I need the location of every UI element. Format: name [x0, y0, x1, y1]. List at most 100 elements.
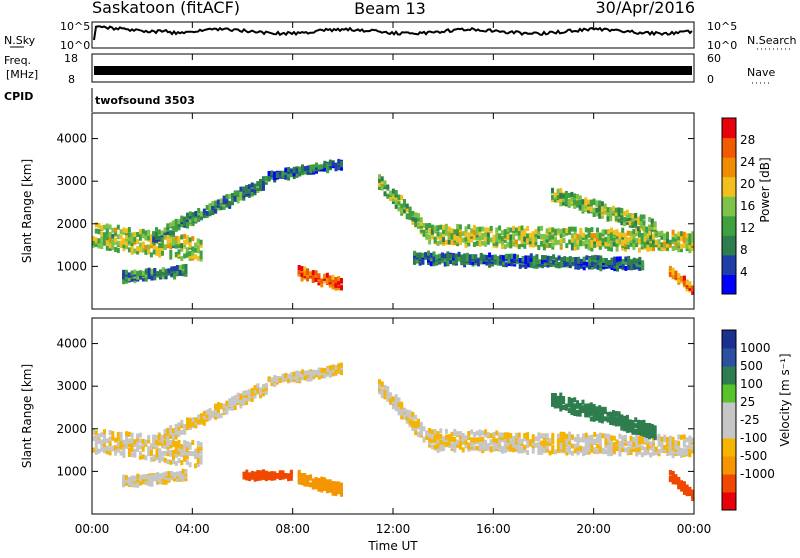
power-cell-7 — [485, 255, 488, 260]
power-cell-6 — [456, 237, 459, 242]
power-cell-6 — [604, 241, 607, 246]
velocity-cell-7 — [431, 434, 434, 439]
velocity-cell-0 — [186, 447, 189, 452]
velocity-cell-0 — [95, 430, 98, 435]
noise-tick-right-bottom: 10^0 — [707, 39, 737, 52]
velocity-cell-5 — [306, 475, 309, 480]
noise-tick-left-top: 10^5 — [60, 20, 90, 33]
power-cell-0 — [200, 251, 203, 256]
power-cell-2 — [304, 166, 307, 171]
power-cell-6 — [504, 244, 507, 249]
velocity-cell-1 — [206, 410, 209, 415]
power-cell-6 — [515, 228, 518, 233]
velocity-cell-0 — [200, 460, 203, 465]
velocity-cell-0 — [139, 451, 142, 456]
velocity-cell-7 — [641, 445, 644, 450]
power-cell-6 — [652, 234, 655, 239]
velocity-cell-1 — [220, 403, 223, 408]
velocity-cell-3 — [148, 475, 151, 480]
power-cell-6 — [613, 230, 616, 235]
velocity-cell-7 — [596, 449, 599, 454]
velocity-cell-8 — [629, 419, 632, 424]
velocity-cell-7 — [462, 447, 465, 452]
velocity-cell-5 — [340, 483, 343, 488]
power-cell-4 — [298, 265, 301, 270]
velocity-cell-2 — [270, 378, 273, 383]
velocity-cell-7 — [571, 434, 574, 439]
power-cell-1 — [152, 231, 155, 236]
velocity-cell-7 — [428, 433, 431, 438]
power-cell-6 — [518, 244, 521, 249]
velocity-cell-0 — [142, 439, 145, 444]
velocity-cell-7 — [512, 436, 515, 441]
velocity-cell-7 — [658, 449, 661, 454]
power-cell-1 — [155, 227, 158, 232]
power-cell-6 — [445, 231, 448, 236]
velocity-cell-8 — [587, 413, 590, 418]
power-cell-6 — [479, 227, 482, 232]
power-cell-6 — [479, 240, 482, 245]
power-cell-6 — [437, 231, 440, 236]
power-cell-1 — [189, 211, 192, 216]
velocity-cell-4 — [248, 473, 251, 478]
power-cell-8 — [559, 201, 562, 206]
power-cell-0 — [147, 245, 150, 250]
power-cell-0 — [142, 242, 145, 247]
velocity-cell-7 — [549, 450, 552, 455]
power-cell-4 — [312, 270, 315, 275]
power-cell-0 — [161, 243, 164, 248]
velocity-cell-8 — [618, 418, 621, 423]
power-cell-1 — [251, 183, 254, 188]
velocity-cell-7 — [593, 432, 596, 437]
power-cell-6 — [428, 234, 431, 239]
power-cell-8 — [576, 194, 579, 199]
power-cell-3 — [148, 268, 151, 273]
power-cell-6 — [574, 227, 577, 232]
power-cell-0 — [120, 240, 123, 245]
velocity-cell-8 — [634, 429, 637, 434]
power-cell-7 — [566, 257, 569, 262]
power-cell-7 — [444, 262, 447, 267]
velocity-cell-0 — [178, 440, 181, 445]
velocity-cell-3 — [125, 475, 128, 480]
power-cell-1 — [192, 212, 195, 217]
power-cell-6 — [618, 239, 621, 244]
velocity-cell-1 — [220, 413, 223, 418]
velocity-cell-7 — [649, 441, 652, 446]
velocity-colorbar-swatch — [722, 366, 736, 385]
velocity-cell-7 — [568, 436, 571, 441]
power-cell-6 — [437, 225, 440, 230]
power-cell-2 — [335, 163, 338, 168]
velocity-cell-7 — [663, 445, 666, 450]
power-cell-6 — [602, 238, 605, 243]
power-cell-6 — [467, 232, 470, 237]
velocity-cell-1 — [203, 411, 206, 416]
power-cell-2 — [296, 168, 299, 173]
velocity-cell-7 — [487, 443, 490, 448]
power-cell-0 — [161, 238, 164, 243]
power-cell-7 — [421, 253, 424, 258]
power-cell-7 — [588, 257, 591, 262]
velocity-cell-7 — [565, 442, 568, 447]
power-cell-0 — [103, 225, 106, 230]
velocity-colorbar-swatch — [722, 492, 736, 511]
velocity-cell-0 — [95, 450, 98, 455]
velocity-cell-7 — [563, 444, 566, 449]
velocity-cell-7 — [456, 431, 459, 436]
velocity-cell-3 — [170, 471, 173, 476]
velocity-cell-8 — [562, 405, 565, 410]
power-cell-2 — [282, 171, 285, 176]
velocity-cell-0 — [194, 449, 197, 454]
power-cell-6 — [487, 228, 490, 233]
velocity-cell-4 — [276, 473, 279, 478]
velocity-cell-9 — [683, 482, 686, 487]
velocity-cell-0 — [136, 434, 139, 439]
velocity-cell-7 — [476, 446, 479, 451]
velocity-cell-8 — [590, 416, 593, 421]
power-cell-6 — [439, 232, 442, 237]
velocity-cell-3 — [156, 472, 159, 477]
velocity-cell-3 — [145, 474, 148, 479]
velocity-cell-0 — [169, 450, 172, 455]
power-cell-3 — [159, 270, 162, 275]
power-cell-7 — [460, 255, 463, 260]
